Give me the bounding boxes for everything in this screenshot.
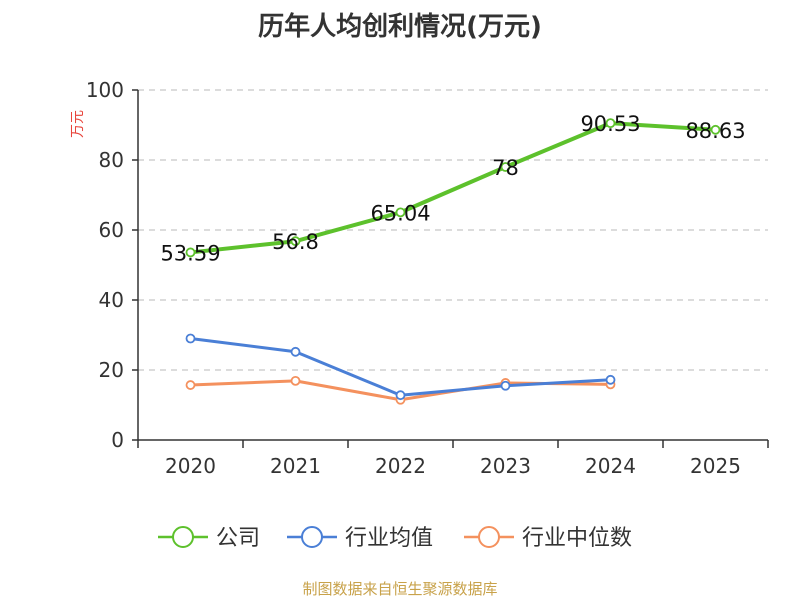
data-label: 65.04 bbox=[370, 201, 430, 225]
legend-marker bbox=[478, 526, 500, 548]
x-tick-label: 2020 bbox=[165, 454, 216, 478]
data-label: 78 bbox=[492, 156, 519, 180]
legend-label: 公司 bbox=[216, 526, 260, 551]
data-point bbox=[500, 162, 511, 172]
data-label: 88.63 bbox=[685, 119, 745, 143]
legend-marker bbox=[172, 526, 194, 548]
legend-marker bbox=[301, 526, 323, 548]
data-source-note: 制图数据来自恒生聚源数据库 bbox=[302, 580, 498, 598]
data-point bbox=[395, 390, 406, 401]
data-label: 90.53 bbox=[580, 112, 640, 136]
data-point bbox=[185, 333, 196, 344]
legend-label: 行业中位数 bbox=[522, 526, 632, 551]
series-line-1 bbox=[190, 337, 611, 397]
data-point bbox=[290, 375, 301, 386]
data-point bbox=[605, 118, 616, 129]
data-point bbox=[185, 380, 196, 390]
data-point bbox=[500, 380, 511, 391]
y-tick-label: 40 bbox=[99, 288, 124, 312]
data-label: 56.8 bbox=[272, 230, 319, 254]
x-tick-label: 2025 bbox=[690, 454, 741, 478]
y-tick-label: 0 bbox=[111, 428, 124, 452]
x-tick-label: 2024 bbox=[585, 454, 636, 478]
x-tick-label: 2022 bbox=[375, 454, 426, 478]
y-tick-label: 80 bbox=[99, 148, 124, 172]
y-axis-label: 万元 bbox=[70, 110, 86, 138]
legend-label: 行业均值 bbox=[345, 526, 433, 551]
y-tick-label: 100 bbox=[86, 78, 124, 102]
data-point bbox=[710, 124, 721, 135]
x-tick-label: 2023 bbox=[480, 454, 531, 478]
data-point bbox=[395, 207, 406, 218]
data-point bbox=[185, 247, 196, 258]
y-tick-label: 60 bbox=[99, 218, 124, 242]
data-point bbox=[290, 236, 301, 247]
data-label: 53.59 bbox=[160, 241, 220, 265]
data-point bbox=[605, 374, 616, 385]
data-point bbox=[290, 346, 301, 357]
y-tick-label: 20 bbox=[99, 358, 124, 382]
x-tick-label: 2021 bbox=[270, 454, 321, 478]
series-line-0 bbox=[190, 121, 716, 255]
chart-title: 历年人均创利情况(万元) bbox=[258, 12, 542, 42]
